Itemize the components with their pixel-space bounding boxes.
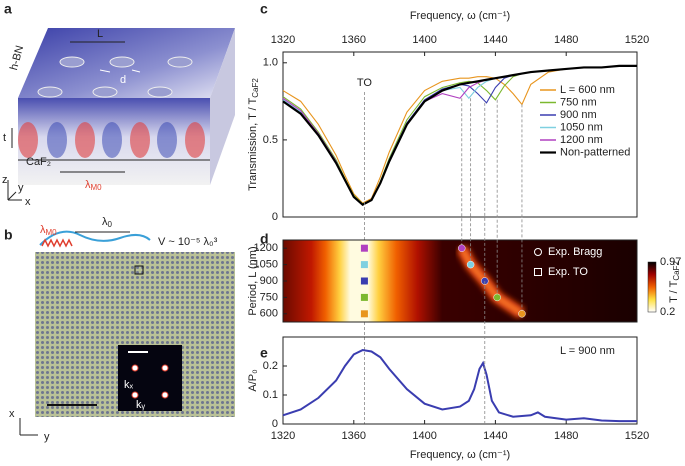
label: h-BN [8, 44, 26, 71]
panel-label: a [4, 1, 12, 17]
x-tick-label: 1320 [271, 430, 295, 442]
to-point [360, 293, 368, 301]
label: kₓ [124, 379, 134, 391]
x-tick-label: 1480 [554, 34, 578, 46]
label: kᵧ [136, 399, 146, 411]
legend-label: 1050 nm [560, 121, 603, 133]
x-tick-label: 1520 [625, 430, 649, 442]
label: L [97, 28, 103, 40]
schematic: L d h-BN t z y x CaF₂ λM0 [2, 28, 235, 208]
label: λ0 [102, 216, 113, 229]
x-tick-label: 1440 [483, 430, 507, 442]
label: x [25, 196, 31, 208]
x-tick-label: 1360 [342, 34, 366, 46]
colorbar-tick-label: 0.2 [660, 306, 675, 318]
bragg-point [493, 293, 501, 302]
colorbar-tick-label: 0.97 [660, 256, 681, 268]
label: t [3, 132, 6, 144]
x-tick-label: 1400 [412, 430, 436, 442]
to-point [360, 310, 368, 318]
y-tick-label: 1.0 [263, 57, 278, 69]
annotation: L = 900 nm [560, 345, 615, 357]
legend-label: L = 600 nm [560, 84, 615, 96]
y-tick-label: 750 [260, 291, 278, 303]
label: V ~ 10⁻⁵ λ₀³ [158, 236, 218, 248]
data-line [282, 349, 637, 423]
bragg-point [466, 260, 475, 269]
panel-label: d [260, 231, 269, 247]
to-point [360, 277, 368, 285]
x-tick-label: 1400 [412, 34, 436, 46]
to-point [360, 261, 368, 269]
label: d [120, 74, 126, 86]
colorbar [647, 261, 657, 313]
y-axis-label-text: A/P₀ [247, 369, 259, 391]
y-axis-label: Transmission, T / TCaF2 [247, 78, 260, 191]
y-tick-label: 0.1 [263, 389, 278, 401]
label: z [2, 174, 8, 186]
legend-label: Non-patterned [560, 146, 630, 158]
micrograph: λ0 λM0 V ~ 10⁻⁵ λ₀³ kₓ kᵧ x y [9, 216, 235, 443]
y-axis-label-text: Period, L (nm) [247, 246, 259, 315]
legend-label: 1200 nm [560, 134, 603, 146]
data-line [282, 64, 637, 206]
to-point [360, 244, 368, 252]
y-axis-label-sub: CaF2 [251, 78, 260, 98]
legend-marker [534, 268, 542, 276]
label: y [44, 431, 50, 443]
legend-label: 900 nm [560, 109, 597, 121]
plot-frame [282, 336, 638, 425]
legend-marker [534, 248, 542, 256]
label: λM0 [85, 179, 102, 192]
y-tick-label: 900 [260, 275, 278, 287]
x-tick-label: 1440 [483, 34, 507, 46]
colorbar-label-text: T / T [668, 280, 680, 302]
y-tick-label: 1050 [254, 259, 278, 271]
panel-label: e [260, 345, 268, 361]
label: x [9, 408, 15, 420]
legend-label: 750 nm [560, 96, 597, 108]
bragg-point [518, 310, 526, 318]
y-tick-label: 0.5 [263, 134, 278, 146]
panel-label: c [260, 1, 268, 17]
label: y [18, 182, 24, 194]
colorbar-label: T / TCaF2 [668, 261, 681, 303]
x-axis-label: Frequency, ω (cm⁻¹) [410, 10, 510, 22]
annotation: TO [357, 77, 373, 89]
label: CaF₂ [26, 156, 51, 168]
panel-label: b [4, 227, 13, 243]
legend-label: Exp. Bragg [548, 246, 602, 258]
y-tick-label: 0 [272, 211, 278, 223]
x-axis-label: Frequency, ω (cm⁻¹) [410, 449, 510, 461]
y-axis-label: A/P₀ [247, 369, 259, 391]
y-tick-label: 600 [260, 308, 278, 320]
y-tick-label: 0.2 [263, 360, 278, 372]
y-axis-label: Period, L (nm) [247, 246, 259, 315]
x-tick-label: 1480 [554, 430, 578, 442]
x-tick-label: 1320 [271, 34, 295, 46]
bragg-point [458, 244, 466, 252]
y-tick-label: 1200 [254, 242, 278, 254]
x-tick-label: 1360 [342, 430, 366, 442]
colorbar-label-sub: CaF2 [672, 261, 681, 281]
plot-frame [282, 51, 638, 218]
label: λM0 [40, 224, 57, 237]
y-axis-label-text: Transmission, T / T [247, 97, 259, 190]
x-tick-label: 1520 [625, 34, 649, 46]
y-tick-label: 0 [272, 418, 278, 430]
legend-label: Exp. TO [548, 266, 588, 278]
